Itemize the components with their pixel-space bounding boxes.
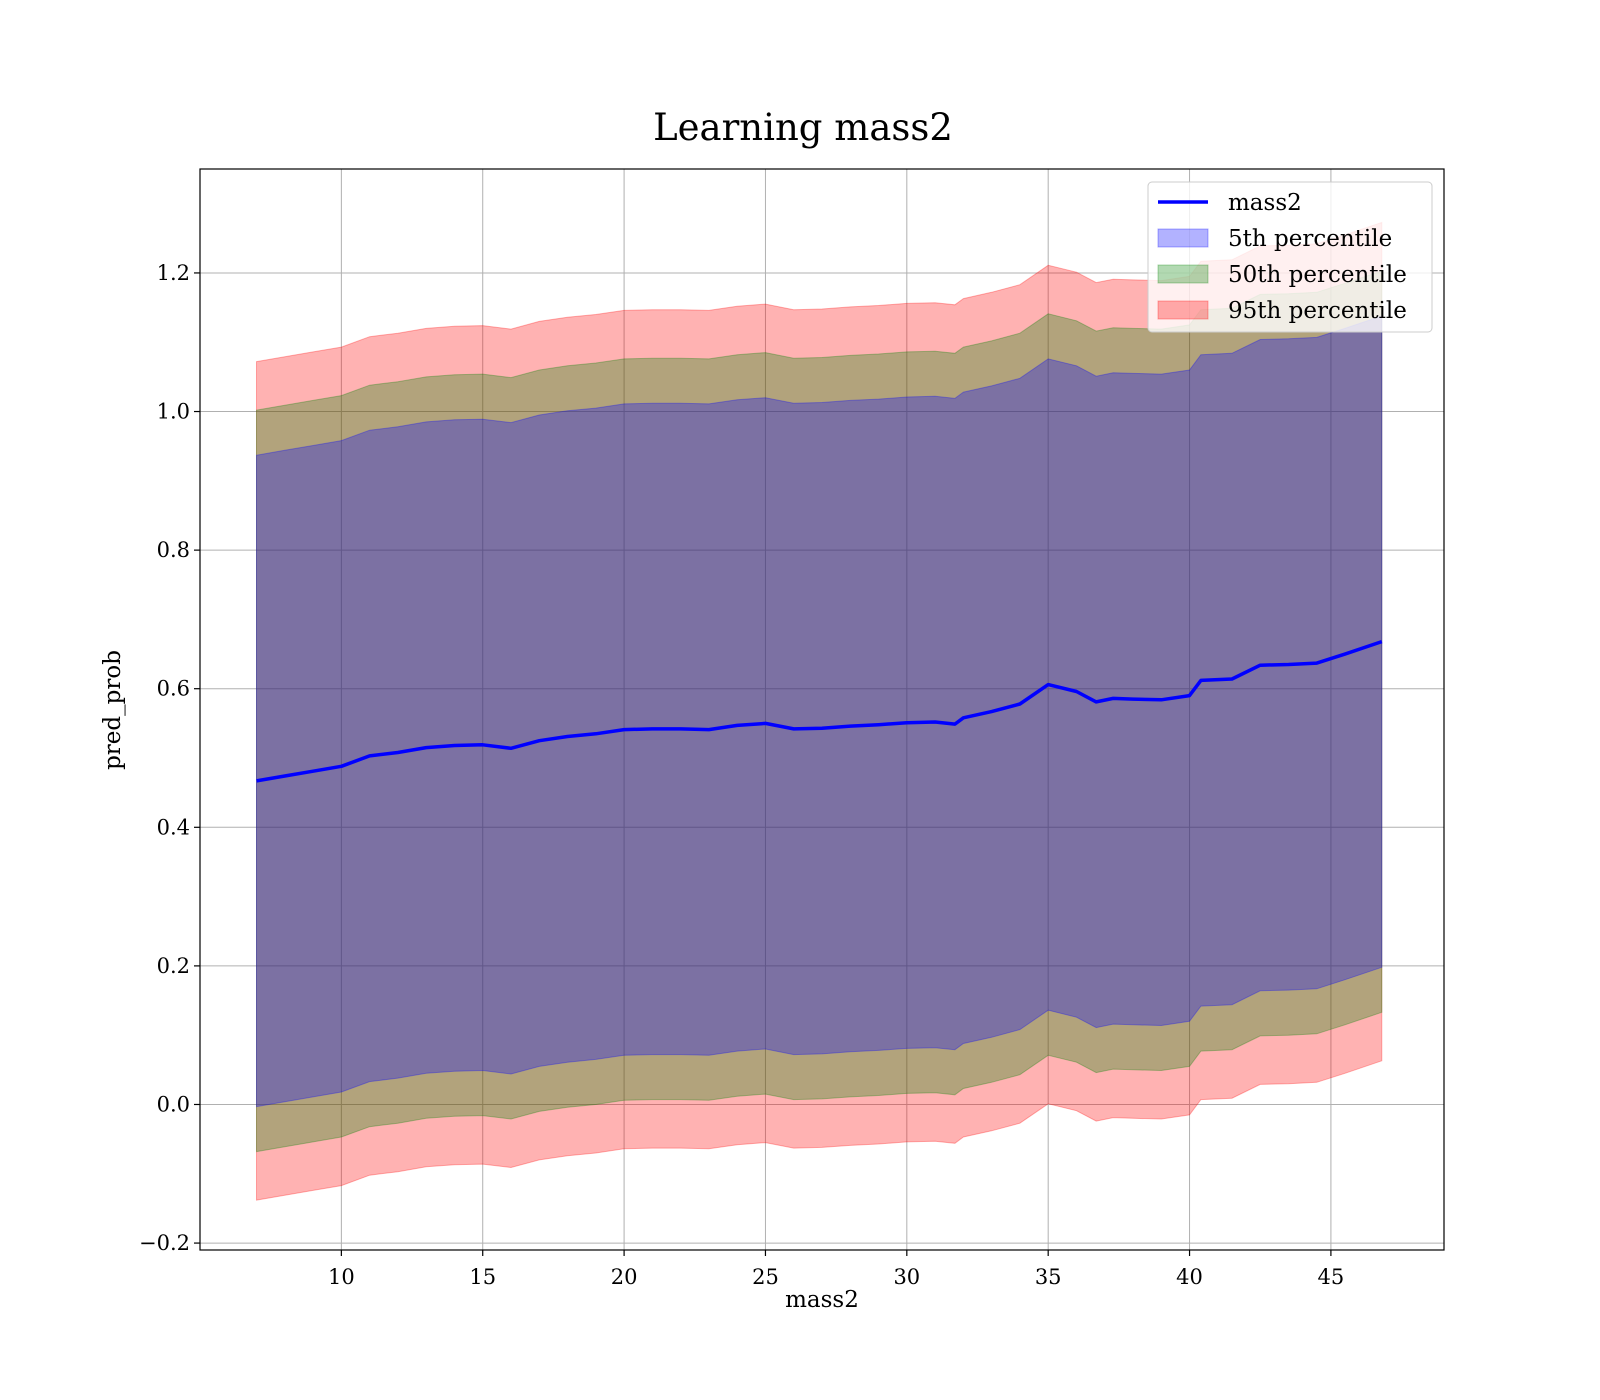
legend-swatch-patch [1157,300,1209,320]
chart-title: Learning mass2 [653,106,953,149]
y-tick-label: 1.0 [157,400,190,424]
mean-line [256,639,1383,783]
legend-entry: 5th percentile [1228,226,1392,252]
band-50th-percentile [256,270,1383,1153]
legend-entry: 50th percentile [1228,262,1407,288]
legend: mass2 5th percentile 50th percentile 95th p… [1147,181,1433,333]
y-tick-label: 0.4 [157,815,190,839]
legend-swatch-patch [1157,228,1209,248]
plot-frame [199,168,1445,1251]
x-tick-label: 20 [611,1265,638,1289]
legend-entry: mass2 [1228,190,1302,216]
y-axis-label: pred_prob [100,650,126,770]
y-tick-label: 1.2 [157,261,190,285]
x-tick-label: 35 [1035,1265,1062,1289]
x-tick-label: 15 [469,1265,496,1289]
y-tick-label: 0.6 [157,677,190,701]
y-axis-ticks: −0.2 0.0 0.2 0.4 0.6 0.8 1.0 1.2 [139,261,200,1255]
percentile-bands [256,221,1383,1201]
band-95th-percentile [256,221,1383,1201]
x-tick-label: 25 [752,1265,779,1289]
x-axis-label: mass2 [785,1287,859,1313]
y-tick-label: 0.0 [157,1092,190,1116]
x-tick-label: 45 [1318,1265,1345,1289]
x-tick-label: 30 [893,1265,920,1289]
y-tick-label: −0.2 [139,1231,190,1255]
legend-box [1147,181,1433,333]
y-tick-label: 0.8 [157,538,190,562]
series-line-mass2 [256,639,1383,783]
y-tick-label: 0.2 [157,954,190,978]
legend-entry: 95th percentile [1228,298,1407,324]
x-tick-label: 10 [328,1265,355,1289]
legend-swatch-patch [1157,264,1209,284]
x-axis-ticks: 10 15 20 25 30 35 40 45 [328,1250,1344,1289]
x-tick-label: 40 [1176,1265,1203,1289]
band-5th-percentile [256,315,1383,1108]
grid [200,169,1444,1250]
